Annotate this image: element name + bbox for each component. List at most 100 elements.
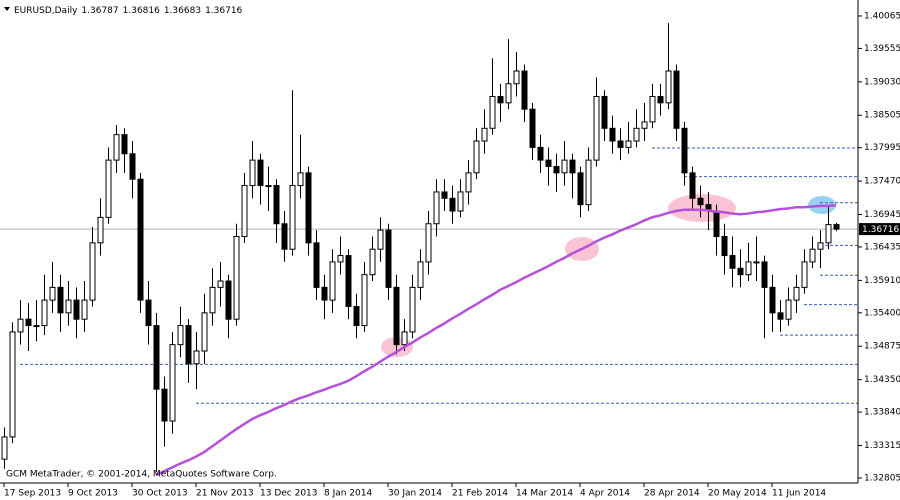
candle-body xyxy=(425,223,432,263)
candle-body xyxy=(137,178,144,301)
candle-body xyxy=(497,95,504,104)
candle-body xyxy=(601,95,608,129)
candle-body xyxy=(785,299,792,320)
y-tick-label: 1.35400 xyxy=(864,308,900,318)
candle-body xyxy=(641,121,648,129)
candle-body xyxy=(377,229,384,250)
candle-body xyxy=(25,318,32,327)
candle-body xyxy=(33,325,40,328)
candle-body xyxy=(345,255,352,307)
candle-body xyxy=(673,70,680,129)
candle-body xyxy=(545,159,552,167)
candle-body xyxy=(105,159,112,218)
candle-body xyxy=(833,224,840,230)
price-label-box xyxy=(859,223,900,236)
plot xyxy=(0,23,858,477)
y-tick-label: 1.36945 xyxy=(864,210,900,220)
candle-body xyxy=(297,172,304,187)
candle-body xyxy=(737,267,744,276)
candle-body xyxy=(825,224,832,244)
candle-body xyxy=(817,242,824,250)
candle-body xyxy=(401,331,408,346)
candle-body xyxy=(449,197,456,212)
candle-body xyxy=(337,255,344,263)
candle-body xyxy=(393,286,400,346)
candle-body xyxy=(729,255,736,269)
candle-body xyxy=(745,261,752,276)
candle-body xyxy=(409,286,416,333)
candle-body xyxy=(57,286,64,314)
candle-body xyxy=(81,299,88,320)
candle-body xyxy=(721,235,728,257)
menu-triangle xyxy=(4,7,10,11)
candle-body xyxy=(361,274,368,327)
candle-body xyxy=(537,146,544,161)
high: 1.36816 xyxy=(123,6,160,16)
y-tick-label: 1.37995 xyxy=(864,143,900,153)
candle-body xyxy=(273,185,280,225)
y-tick-label: 1.34875 xyxy=(864,342,900,352)
candle-body xyxy=(353,305,360,327)
candle-body xyxy=(569,159,576,174)
candle-body xyxy=(633,127,640,142)
candle-body xyxy=(97,216,104,244)
x-tick-label: 17 Sep 2013 xyxy=(4,489,61,499)
candle-body xyxy=(697,197,704,206)
candle-body xyxy=(49,286,56,301)
candle-body xyxy=(113,134,120,161)
candle-body xyxy=(713,210,720,237)
x-tick-label: 4 Apr 2014 xyxy=(580,489,630,499)
y-tick-label: 1.39030 xyxy=(864,77,900,87)
candle-body xyxy=(441,191,448,199)
y-tick-label: 1.38505 xyxy=(864,111,900,121)
candle-body xyxy=(321,286,328,301)
x-tick-label: 21 Feb 2014 xyxy=(452,489,508,499)
open: 1.36787 xyxy=(81,6,118,16)
y-tick-label: 1.33315 xyxy=(864,441,900,451)
candle-body xyxy=(201,312,208,352)
header: EURUSD,Daily 1.36787 1.36816 1.36683 1.36716 xyxy=(14,6,243,16)
candle-body xyxy=(17,318,24,333)
x-tick-label: 28 Apr 2014 xyxy=(644,489,700,499)
candle-body xyxy=(433,191,440,225)
close: 1.36716 xyxy=(205,6,242,16)
candle-body xyxy=(145,299,152,327)
candle-body xyxy=(217,280,224,288)
candle-body xyxy=(801,261,808,288)
x-tick-label: 30 Jan 2014 xyxy=(388,489,442,499)
candle-body xyxy=(265,185,272,188)
candle-body xyxy=(233,235,240,320)
candle-body xyxy=(73,299,80,320)
candle-body xyxy=(281,223,288,250)
candle-body xyxy=(793,286,800,301)
candle-body xyxy=(1,436,8,460)
candle-body xyxy=(529,108,536,148)
candle-body xyxy=(209,286,216,314)
candle-body xyxy=(657,95,664,104)
candle-body xyxy=(305,172,312,244)
y-tick-label: 1.40065 xyxy=(864,11,900,21)
candle-body xyxy=(417,261,424,288)
candle-body xyxy=(185,325,192,365)
candle-body xyxy=(89,242,96,301)
candle-body xyxy=(249,159,256,187)
candle-body xyxy=(457,191,464,212)
candle-body xyxy=(577,172,584,206)
candle-body xyxy=(609,127,616,142)
candle-body xyxy=(665,70,672,104)
moving-average xyxy=(155,204,837,477)
candle-body xyxy=(513,70,520,85)
candle-body xyxy=(129,153,136,180)
candle-body xyxy=(809,248,816,263)
y-tick-label: 1.36435 xyxy=(864,242,900,252)
candle-body xyxy=(489,95,496,129)
symbol: EURUSD,Daily xyxy=(14,6,78,16)
candle-body xyxy=(385,229,392,288)
candle-body xyxy=(593,95,600,161)
candle-body xyxy=(169,344,176,422)
candle-body xyxy=(481,127,488,142)
x-tick-label: 11 Jun 2014 xyxy=(772,489,826,499)
x-tick-label: 9 Oct 2013 xyxy=(68,489,118,499)
candle-body xyxy=(681,127,688,174)
